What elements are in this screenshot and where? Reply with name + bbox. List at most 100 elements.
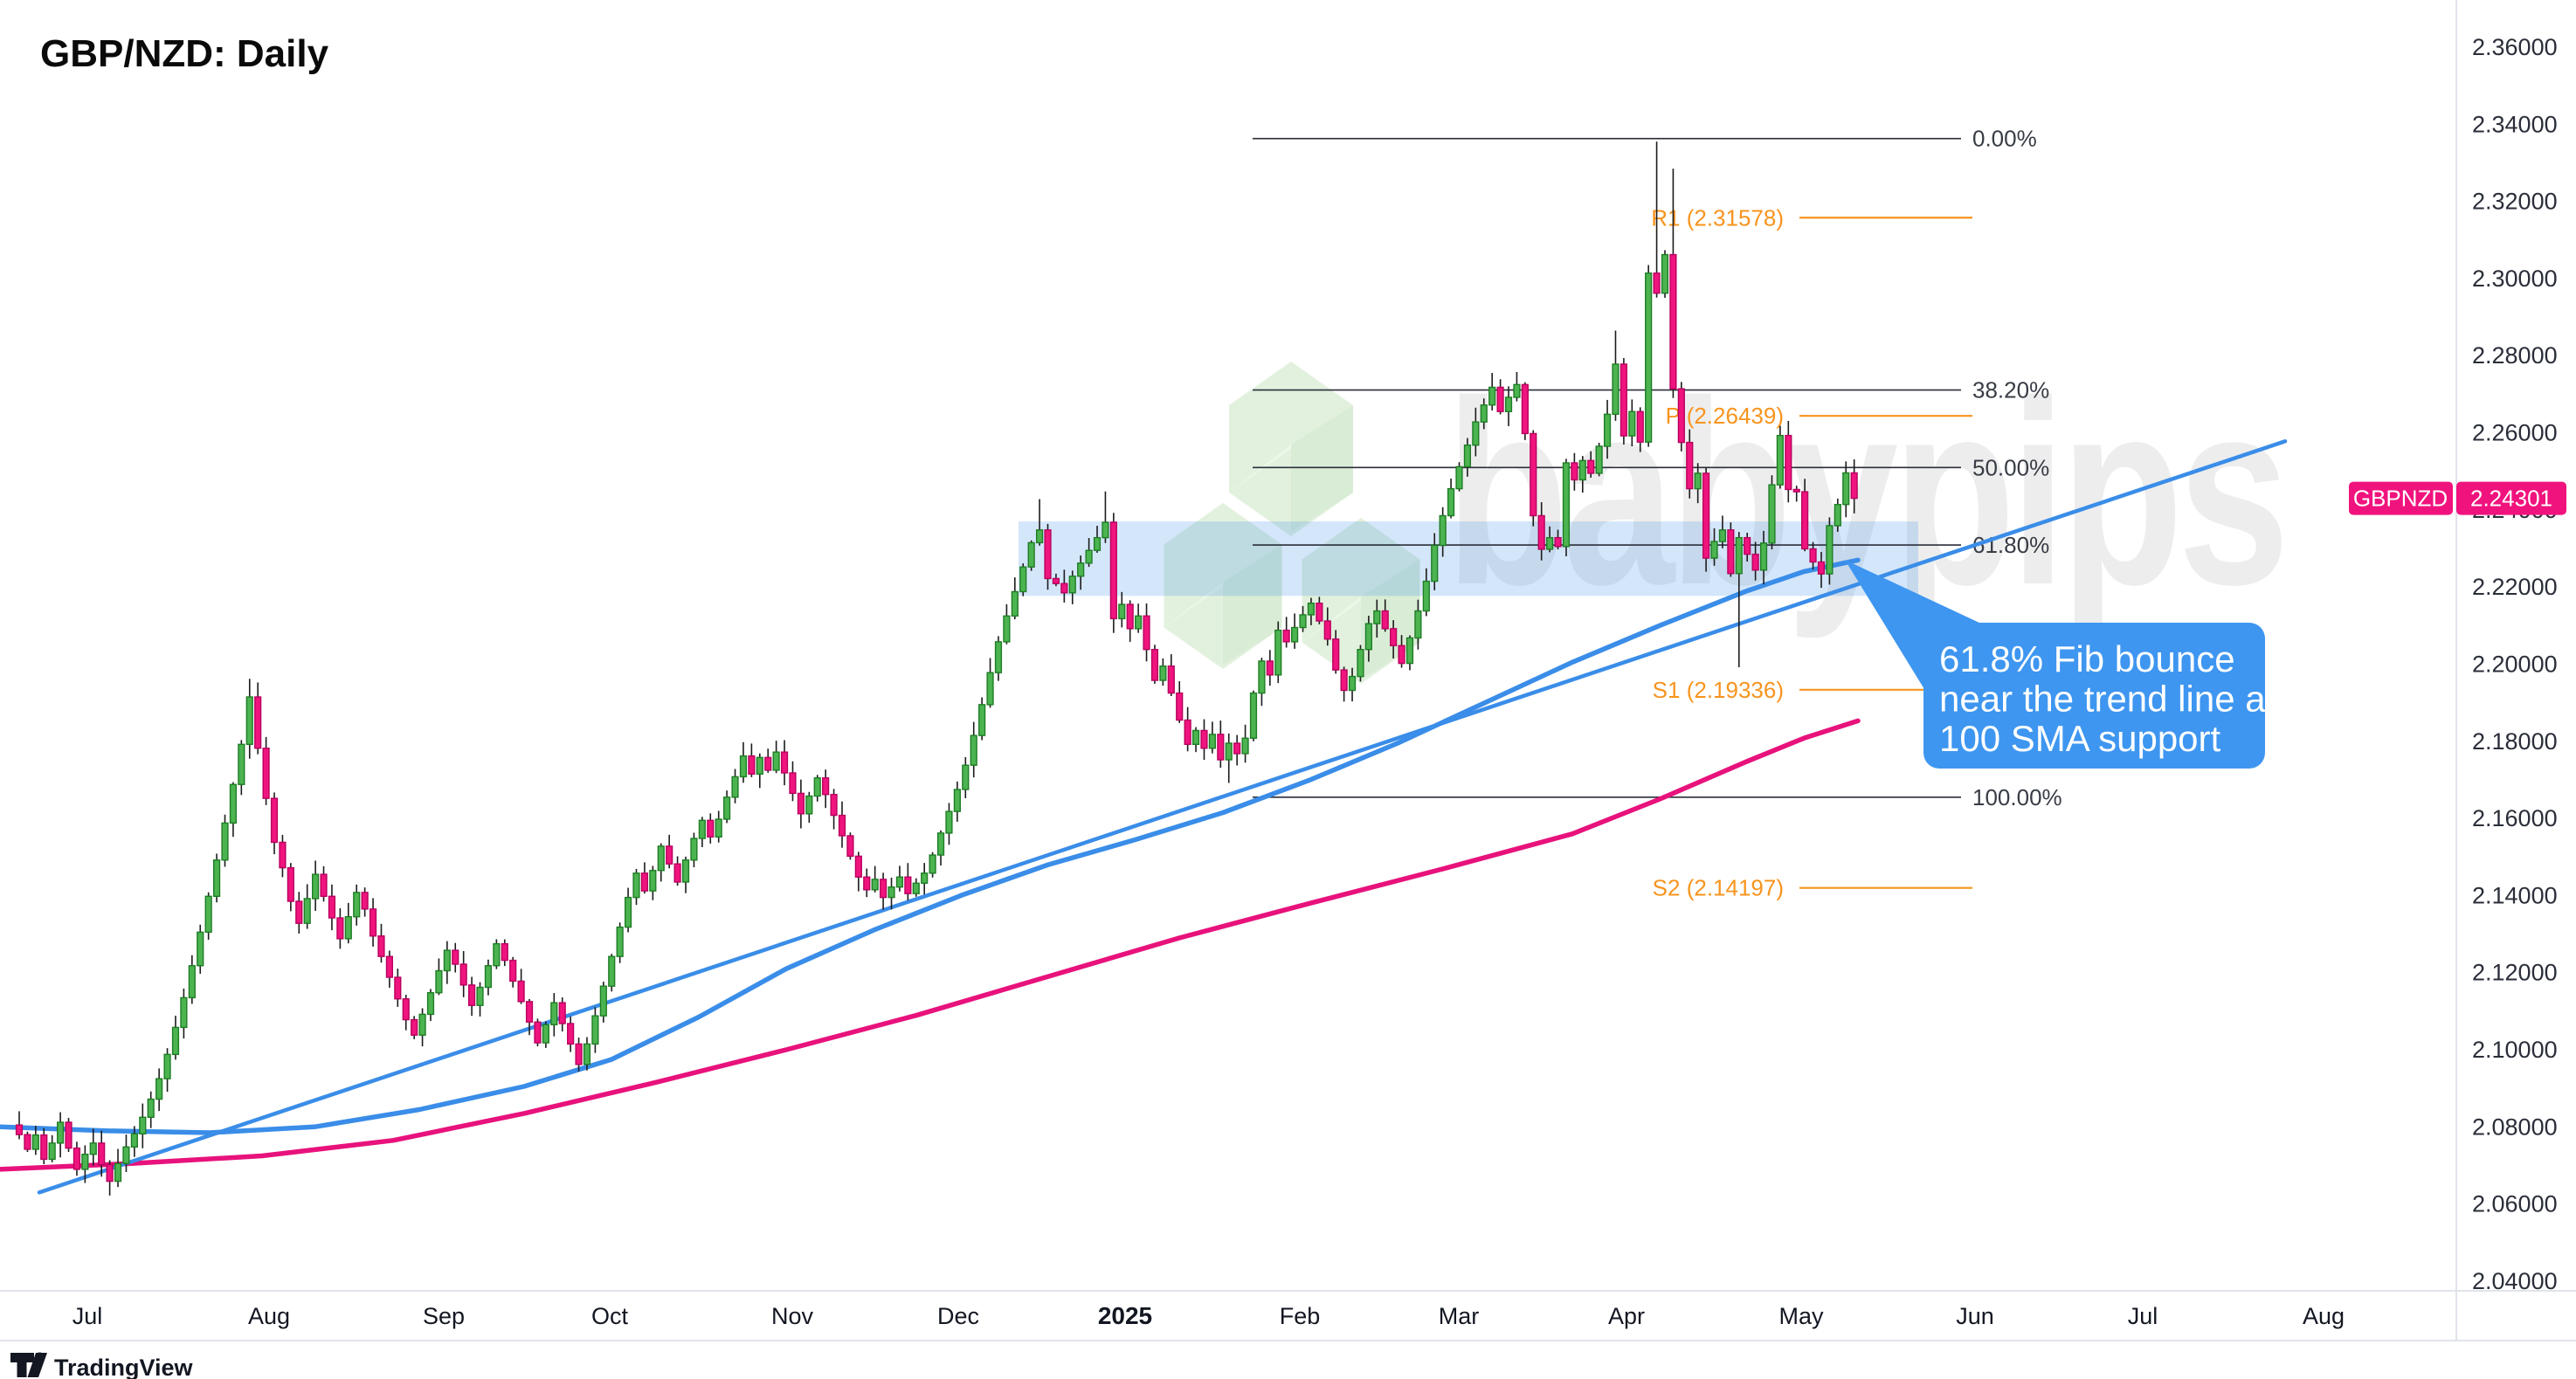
price-axis-label: 2.18000 xyxy=(2472,728,2558,755)
candle-up xyxy=(1710,541,1718,559)
candle-down xyxy=(1850,472,1858,500)
candle-up xyxy=(1011,590,1019,617)
candle-down xyxy=(369,908,377,937)
candle-up xyxy=(1628,410,1636,437)
candle-up xyxy=(1290,626,1299,643)
time-axis-label[interactable]: Nov xyxy=(771,1303,814,1329)
time-axis-label[interactable]: Jul xyxy=(2128,1303,2158,1329)
candle-down xyxy=(534,1021,542,1044)
time-axis-label[interactable]: Feb xyxy=(1280,1303,1321,1329)
candle-down xyxy=(673,863,681,883)
candle-down xyxy=(780,751,789,774)
candle-down xyxy=(1636,410,1644,443)
candle-down xyxy=(254,696,262,749)
time-axis-label[interactable]: Mar xyxy=(1439,1303,1480,1329)
candle-up xyxy=(550,1002,558,1026)
time-axis-label[interactable]: 2025 xyxy=(1098,1302,1152,1329)
price-axis-label: 2.20000 xyxy=(2472,651,2558,677)
candle-up xyxy=(1135,615,1143,630)
candle-up xyxy=(476,986,484,1006)
candle-down xyxy=(1176,692,1184,721)
candle-down xyxy=(1530,432,1537,517)
candle-up xyxy=(114,1162,122,1182)
candle-up xyxy=(1191,729,1200,746)
candle-down xyxy=(640,872,649,892)
candle-up xyxy=(1842,472,1850,506)
time-axis-label[interactable]: Oct xyxy=(591,1303,629,1329)
tradingview-logo-dot xyxy=(35,1352,45,1362)
candle-up xyxy=(130,1133,138,1148)
price-axis-label: 2.22000 xyxy=(2472,574,2558,600)
candle-down xyxy=(822,777,830,796)
candle-down xyxy=(1398,645,1405,665)
callout-text-line: 61.8% Fib bounce xyxy=(1939,638,2235,679)
pivot-level-label: R1 (2.31578) xyxy=(1651,204,1784,231)
candle-up xyxy=(1405,637,1414,665)
candle-down xyxy=(1744,536,1751,555)
candle-down xyxy=(1537,514,1545,550)
candle-up xyxy=(1546,536,1554,550)
time-axis-label[interactable]: Jun xyxy=(1956,1303,1994,1329)
time-axis-label[interactable]: May xyxy=(1778,1303,1824,1329)
candle-down xyxy=(40,1134,48,1161)
candle-down xyxy=(1200,729,1208,749)
time-axis-label[interactable]: Dec xyxy=(937,1303,979,1329)
price-axis-label: 2.08000 xyxy=(2472,1114,2558,1140)
candle-down xyxy=(1653,272,1661,294)
candle-up xyxy=(599,985,607,1017)
candle-up xyxy=(608,955,616,987)
candle-down xyxy=(1381,610,1389,630)
sma-100-line xyxy=(0,557,1861,1135)
price-axis-label: 2.06000 xyxy=(2472,1191,2558,1217)
time-axis-label[interactable]: Aug xyxy=(2303,1303,2345,1329)
candle-up xyxy=(1488,386,1496,406)
moving-average-lines xyxy=(0,557,1861,1172)
candle-up xyxy=(921,872,929,884)
candle-up xyxy=(1241,737,1249,755)
candle-up xyxy=(1595,445,1603,474)
candle-down xyxy=(279,841,287,869)
time-axis-label[interactable]: Sep xyxy=(423,1303,465,1329)
candle-up xyxy=(805,795,813,815)
candle-down xyxy=(558,1002,566,1024)
candle-up xyxy=(1414,610,1422,639)
candle-up xyxy=(813,777,821,797)
candle-down xyxy=(15,1124,24,1135)
callout-box xyxy=(1923,623,2265,769)
chart-axes: 2.36000 2.34000 2.32000 2.30000 2.28000 2.260… xyxy=(0,0,2576,1341)
candle-up xyxy=(1431,544,1439,583)
candle-up xyxy=(542,1024,549,1044)
candle-down xyxy=(1801,491,1809,550)
time-axis-label[interactable]: Jul xyxy=(73,1303,103,1329)
time-axis-label[interactable]: Aug xyxy=(248,1303,290,1329)
symbol-tag-text: GBPNZD xyxy=(2353,486,2448,512)
price-axis-label: 2.26000 xyxy=(2472,420,2558,446)
candle-down xyxy=(1587,459,1595,474)
candle-up xyxy=(1439,514,1447,547)
candle-up xyxy=(81,1153,89,1170)
tradingview-logo[interactable]: TradingView xyxy=(10,1352,194,1379)
candle-down xyxy=(1571,462,1578,481)
candle-up xyxy=(212,859,221,897)
candle-down xyxy=(1184,719,1191,746)
candle-up xyxy=(418,1013,426,1036)
candle-down xyxy=(402,998,410,1021)
candle-down xyxy=(1060,583,1068,594)
time-axis-label[interactable]: Apr xyxy=(1608,1303,1645,1329)
price-axis-label: 2.34000 xyxy=(2472,111,2558,137)
candle-up xyxy=(772,751,780,771)
candle-down xyxy=(1809,548,1817,563)
candle-down xyxy=(361,892,369,910)
candle-down xyxy=(411,1018,418,1036)
fib-level-label: 100.00% xyxy=(1972,784,2062,810)
candle-up xyxy=(238,743,245,785)
candle-down xyxy=(1521,383,1529,435)
candle-down xyxy=(1390,628,1398,646)
candle-up xyxy=(1299,614,1307,629)
pivot-point-levels: R1 (2.31578) P (2.26439) S1 (2.19336) S2 (2… xyxy=(1651,204,1972,901)
candle-down xyxy=(1677,388,1685,444)
candle-down xyxy=(1323,620,1331,640)
candle-up xyxy=(871,879,879,891)
